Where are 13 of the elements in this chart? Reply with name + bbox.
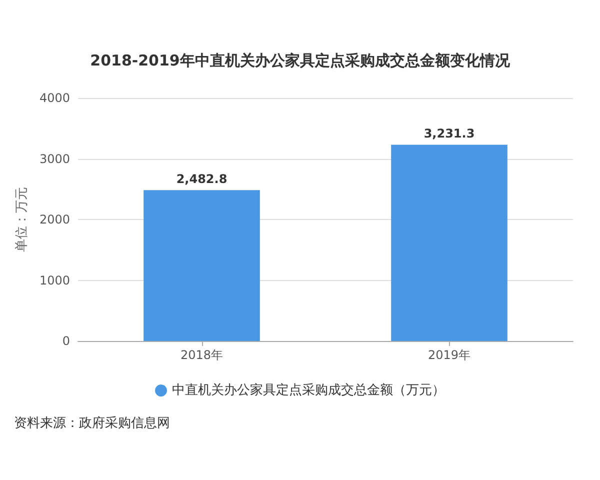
x-tick-label: 2019年 <box>428 348 471 362</box>
data-label: 2,482.8 <box>176 172 228 186</box>
y-tick-label: 3000 <box>39 152 70 166</box>
data-label: 3,231.3 <box>424 126 475 141</box>
text: 资料来源：政府采购信息网 <box>14 415 170 431</box>
y-tick-label: 0 <box>62 334 70 348</box>
chart-title: 2018-2019年中直机关办公家具定点采购成交总金额变化情况 <box>90 52 511 70</box>
legend-label: 中直机关办公家具定点采购成交总金额（万元） <box>172 382 445 398</box>
y-axis-title: 单位：万元 <box>14 187 30 252</box>
y-tick-label: 1000 <box>39 273 70 288</box>
y-tick-label: 4000 <box>39 91 70 105</box>
x-tick-label: 2018年 <box>180 348 224 362</box>
y-tick-label: 2000 <box>39 212 70 226</box>
